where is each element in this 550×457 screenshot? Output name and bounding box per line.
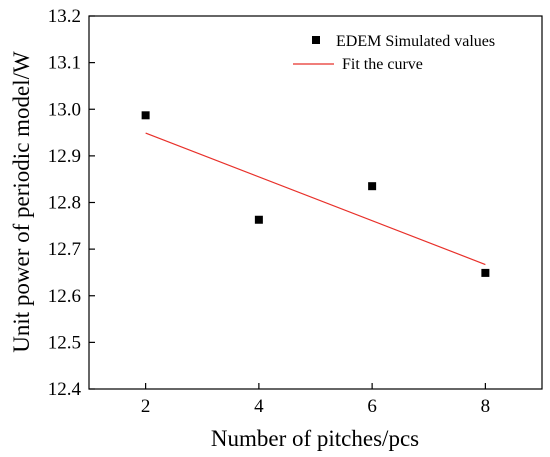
fit-curve-line <box>145 132 486 266</box>
y-tick-label: 13.2 <box>48 6 81 27</box>
data-point-square <box>254 215 263 224</box>
series-layer <box>141 111 490 277</box>
y-tick-label: 12.4 <box>48 379 82 400</box>
x-tick-label: 2 <box>141 396 151 417</box>
y-tick-label: 12.8 <box>48 193 81 214</box>
legend-label-edem: EDEM Simulated values <box>336 33 495 50</box>
y-tick-label: 12.6 <box>48 286 81 307</box>
y-tick-label: 12.9 <box>48 146 81 167</box>
y-tick-label: 12.7 <box>48 239 81 260</box>
x-tick-label: 4 <box>254 396 264 417</box>
data-point-square <box>141 111 150 120</box>
plot-frame <box>88 15 543 390</box>
x-tick-label: 6 <box>367 396 377 417</box>
legend-label-fit: Fit the curve <box>342 56 423 73</box>
x-tick-label: 8 <box>481 396 491 417</box>
x-axis: 2 4 6 8 <box>141 383 490 417</box>
y-tick-label: 12.5 <box>48 332 81 353</box>
y-tick-label: 13.1 <box>48 53 81 74</box>
legend-marker-edem <box>312 36 320 44</box>
x-axis-title: Number of pitches/pcs <box>211 426 419 451</box>
legend: EDEM Simulated values Fit the curve <box>293 33 495 73</box>
y-tick-label: 13.0 <box>48 99 81 120</box>
data-point-square <box>368 182 377 191</box>
y-axis: 12.4 12.5 12.6 12.7 12.8 12.9 13.0 13.1 13.2 <box>48 6 95 400</box>
data-point-square <box>481 268 490 277</box>
y-axis-title: Unit power of periodic model/W <box>9 51 34 353</box>
